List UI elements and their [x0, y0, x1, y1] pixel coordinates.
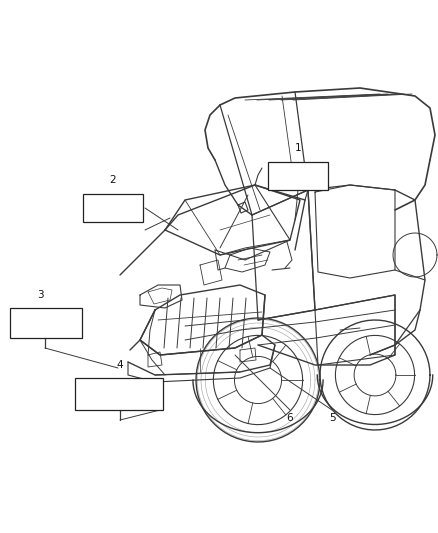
Text: 2: 2 — [110, 175, 117, 185]
Text: 4: 4 — [117, 360, 124, 370]
Bar — [83, 194, 143, 222]
Bar — [268, 162, 328, 190]
Text: 6: 6 — [287, 413, 293, 423]
Text: 1: 1 — [295, 143, 301, 153]
Bar — [10, 308, 82, 338]
Text: 5: 5 — [328, 413, 336, 423]
Text: 3: 3 — [37, 290, 43, 300]
Bar — [75, 378, 163, 410]
